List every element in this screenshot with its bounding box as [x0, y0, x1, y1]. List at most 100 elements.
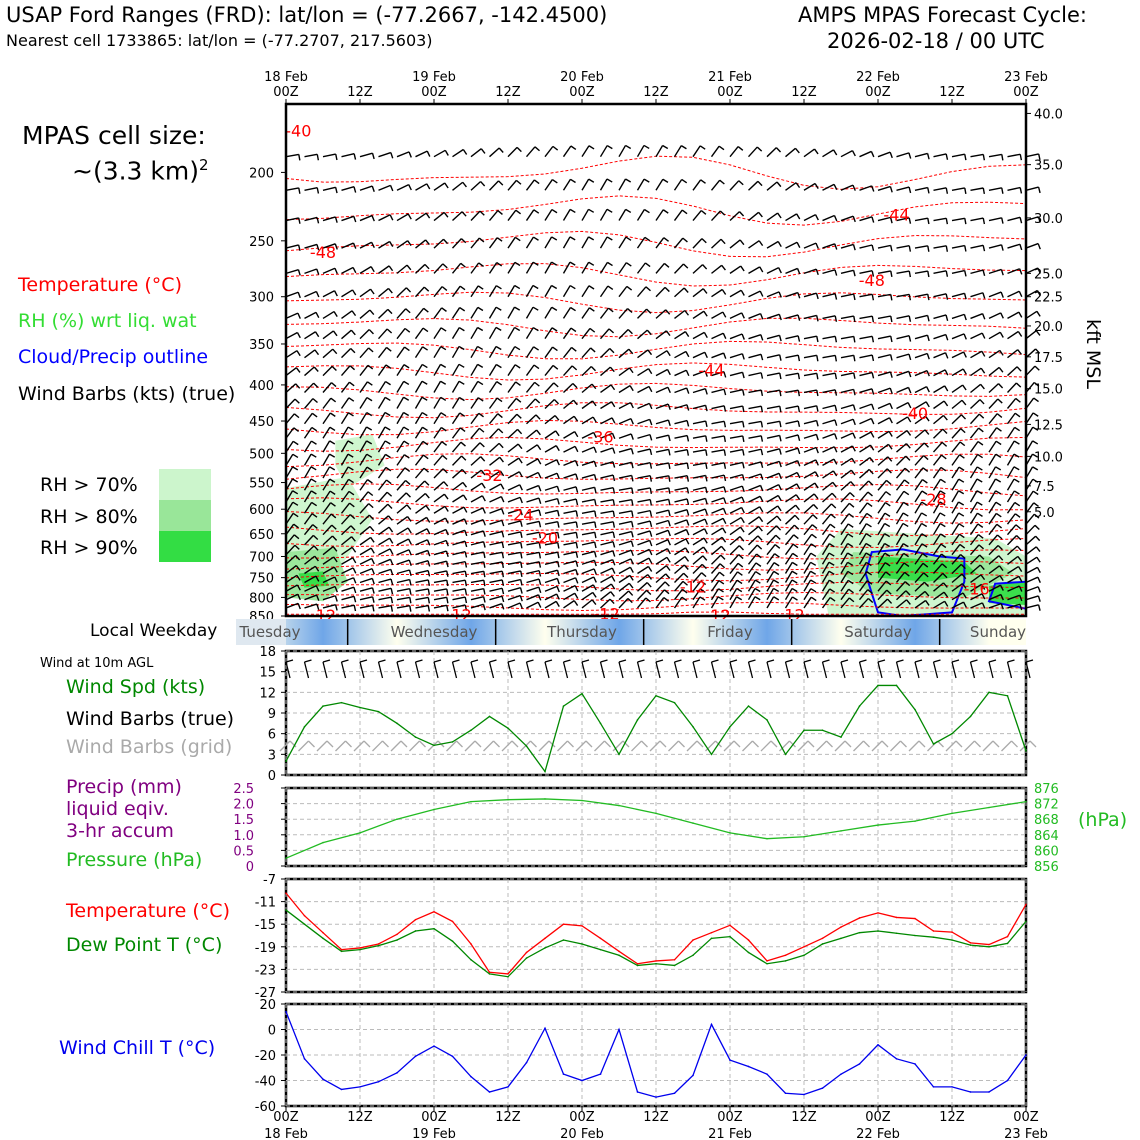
wind-barb-flag [981, 313, 986, 320]
wind-barb-flag [960, 563, 966, 570]
wind-barb [748, 353, 762, 359]
wind-barb [655, 178, 664, 191]
wind-barb-flag [778, 484, 782, 491]
wind-barb-flag [514, 261, 521, 267]
wind-barb-flag [1000, 291, 1004, 298]
wind-barb [396, 183, 410, 191]
wind-barb [562, 347, 573, 359]
wind-barb [507, 561, 521, 565]
wind-barb-flag [779, 435, 782, 442]
page-subtitle: Nearest cell 1733865: lat/lon = (-77.270… [6, 31, 433, 50]
wind-barb [692, 537, 705, 546]
wind-barb-flag [369, 309, 375, 316]
wind-barb-flag [723, 389, 727, 396]
wind-barb [711, 435, 725, 439]
wind-barb [988, 153, 1002, 158]
wind-barb-flag [906, 430, 912, 436]
wind-barb [896, 186, 910, 191]
wind-barb-flag [649, 434, 653, 441]
windchill-line-point [285, 1010, 287, 1013]
wind-speed-line-point [581, 692, 583, 695]
weekday-band [397, 619, 545, 645]
wind-barb [748, 420, 762, 425]
wind-barb [581, 521, 595, 525]
wind-barb-flag [371, 578, 375, 585]
wind-barb-flag [921, 533, 928, 538]
wind-barb [821, 543, 830, 556]
wind-barb [711, 554, 722, 565]
wind-barb-flag [464, 530, 468, 537]
wind-barb-flag [868, 480, 874, 486]
wind-barb-flag [478, 427, 485, 433]
wind-barb-flag [884, 522, 891, 528]
wind-barb-flag [297, 603, 301, 610]
wind-barb-flag [407, 213, 412, 220]
wind-barb [526, 594, 539, 601]
wind-barb [988, 501, 997, 514]
weekday-saturday: Saturday [844, 623, 912, 641]
wind-barb-flag [832, 149, 838, 156]
windchill-line-point [414, 1055, 417, 1058]
wind-barb-flag [575, 473, 579, 480]
wind-barb-flag [719, 210, 726, 216]
wind-barb-true [766, 661, 772, 679]
wind-barb-grid-flag [400, 740, 408, 748]
wind-barb [470, 210, 481, 222]
wind-barb [729, 448, 743, 453]
wind-barb [877, 151, 891, 158]
wind-barb [747, 553, 758, 565]
wind-barb [525, 306, 534, 319]
wind-barb-flag [519, 497, 523, 504]
wind-barb-grid [427, 740, 439, 752]
wind-barb-flag [292, 501, 299, 506]
wind-barb-flag [722, 527, 727, 534]
wind-barb-true [914, 661, 920, 679]
wind-barb-flag [723, 371, 727, 378]
wind-barb [988, 383, 999, 393]
wind-barb-flag [537, 485, 542, 492]
wind-barb [563, 551, 577, 556]
wind-barb [322, 310, 335, 320]
wind-barb-flag [311, 440, 317, 445]
wind-barb [970, 554, 981, 565]
windchill-line-point [451, 1055, 454, 1058]
wind-barb-flag [961, 583, 967, 589]
wind-barb-flag [705, 435, 708, 442]
wind-barb [396, 587, 410, 592]
wind-barb [766, 515, 778, 525]
wind-barb-true-flag [692, 659, 701, 663]
wind-barb-flag [668, 499, 671, 506]
wind-barb [711, 545, 722, 556]
wind-barb [933, 153, 947, 158]
wind-barb-flag [631, 521, 634, 528]
wind-barb [655, 419, 669, 425]
wind-barb [470, 427, 480, 439]
wind-barb [507, 457, 520, 466]
wind-barb [933, 572, 944, 583]
wind-barb-flag [386, 328, 393, 334]
wind-barb [674, 434, 688, 439]
wind-barb [581, 307, 591, 319]
height-tick-label: 35.0 [1034, 159, 1063, 174]
wind-barb [896, 335, 910, 340]
wind-barb [988, 244, 1002, 249]
wind-barb [470, 237, 480, 249]
wind-barb [674, 475, 688, 479]
wind-barb [822, 335, 836, 340]
temp-panel-tick-label: -23 [255, 963, 276, 978]
wind-barb [821, 597, 831, 609]
wind-barb-flag [1014, 426, 1021, 432]
wind-barb [637, 539, 650, 546]
wind-barb-flag [1013, 490, 1020, 495]
wind-barb [488, 413, 499, 425]
wind-barb-flag [890, 245, 893, 252]
wind-barb-flag [555, 445, 560, 452]
wind-barb-flag [685, 351, 690, 358]
wind-speed-line-point [914, 708, 916, 711]
wind-barb [877, 589, 888, 601]
wind-barb-true-flag [600, 659, 608, 663]
wind-barb-flag [1001, 217, 1004, 224]
wind-barb [304, 311, 317, 320]
legend-rh70: RH > 70% [40, 474, 138, 496]
wind-barb-flag [908, 315, 912, 322]
